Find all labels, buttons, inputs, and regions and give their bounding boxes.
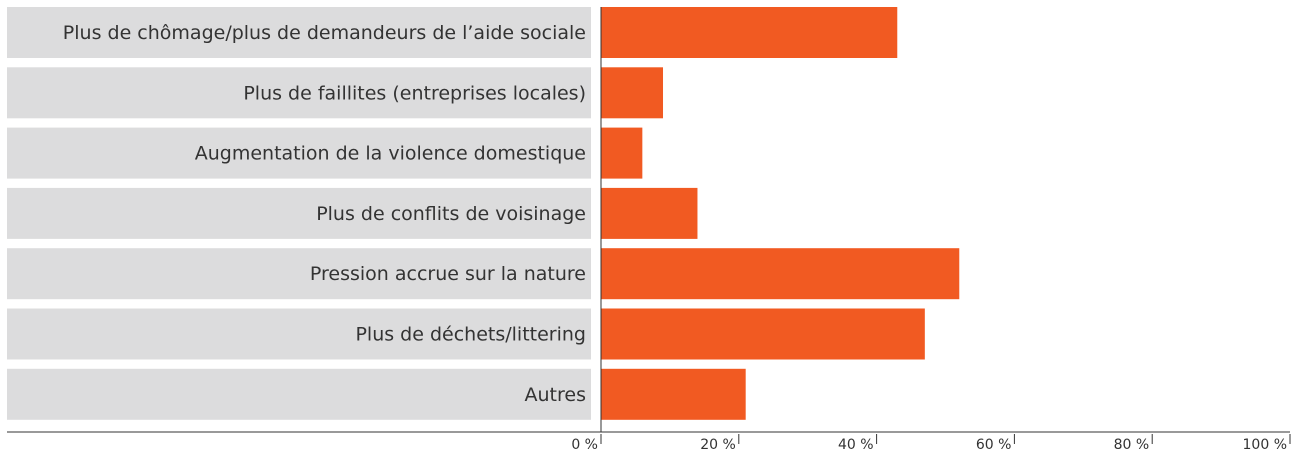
x-tick-label: 20 % bbox=[700, 437, 736, 453]
category-label: Augmentation de la violence domestique bbox=[195, 143, 586, 165]
category-label: Autres bbox=[525, 384, 586, 406]
category-box bbox=[7, 187, 591, 239]
category-label: Plus de conflits de voisinage bbox=[316, 203, 586, 225]
category-box bbox=[7, 7, 591, 58]
bar bbox=[601, 187, 698, 239]
bar bbox=[601, 7, 898, 58]
category-label: Plus de déchets/littering bbox=[355, 324, 586, 346]
category-box bbox=[7, 368, 591, 420]
x-tick-label: 0 % bbox=[571, 437, 598, 453]
category-box bbox=[7, 248, 591, 300]
category-label: Plus de chômage/plus de demandeurs de l’… bbox=[63, 22, 586, 44]
x-tick-label: 60 % bbox=[976, 437, 1012, 453]
x-tick-label: 80 % bbox=[1114, 437, 1150, 453]
category-box bbox=[7, 127, 591, 179]
x-tick-label: 100 % bbox=[1243, 437, 1287, 453]
bar bbox=[601, 248, 960, 300]
bar bbox=[601, 127, 643, 179]
category-label: Plus de faillites (entreprises locales) bbox=[243, 82, 586, 104]
category-box bbox=[7, 67, 591, 119]
bar bbox=[601, 67, 664, 119]
category-box bbox=[7, 308, 591, 360]
bar bbox=[601, 308, 925, 360]
bar bbox=[601, 368, 746, 420]
x-tick-label: 40 % bbox=[838, 437, 874, 453]
category-label: Pression accrue sur la nature bbox=[310, 263, 586, 285]
